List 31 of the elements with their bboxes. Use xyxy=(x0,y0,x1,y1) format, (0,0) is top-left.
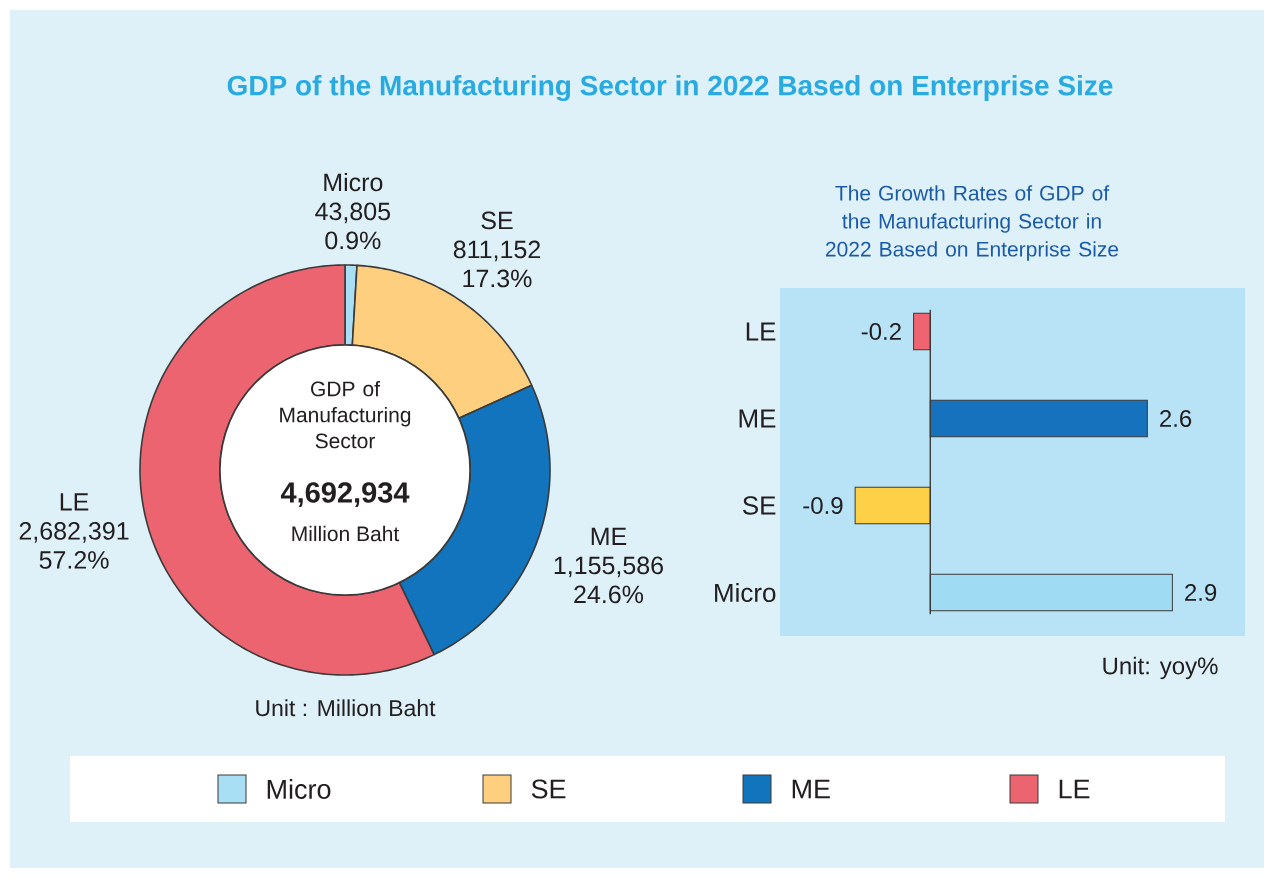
data-label: 811,152 xyxy=(453,240,540,262)
data-label: 1,155,586 xyxy=(554,556,663,578)
text: Million Baht xyxy=(292,525,400,542)
y-tick-label: ME xyxy=(739,409,776,428)
legend-label: LE xyxy=(1059,779,1090,799)
data-label: 2,682,391 xyxy=(19,522,129,543)
data-label: -0.9 xyxy=(803,497,843,514)
chart-title: The Growth Rates of GDP of the Manufacturing Sector in 2022 Based on Enterprise Size xyxy=(825,185,1119,261)
text: 57.2% xyxy=(39,551,109,569)
data-label: 2.9 xyxy=(1185,584,1217,601)
data-label: 43,805 xyxy=(315,202,391,224)
legend-label: Micro xyxy=(267,779,331,799)
y-tick-label: SE xyxy=(742,496,776,515)
y-tick-label: Micro xyxy=(715,582,776,603)
text: GDP of Manufacturing Sector xyxy=(280,380,411,449)
legend-label: SE xyxy=(531,779,566,799)
slice-label: LE xyxy=(60,493,89,511)
text: 0.9% xyxy=(325,231,381,250)
slice-label: ME xyxy=(591,527,627,545)
slice-label: Micro xyxy=(324,172,383,192)
data-label: 2.6 xyxy=(1160,410,1192,427)
text: 24.6% xyxy=(574,585,644,604)
data-label: -0.2 xyxy=(861,323,901,340)
text: 17.3% xyxy=(463,269,532,288)
legend-label: ME xyxy=(792,779,830,799)
text: Unit : Million Baht xyxy=(256,699,436,717)
text: 4,692,934 xyxy=(280,482,410,507)
y-tick-label: LE xyxy=(746,322,776,341)
text: Unit: yoy% xyxy=(1103,656,1218,680)
slice-label: SE xyxy=(481,211,513,230)
chart-title: GDP of the Manufacturing Sector in 2022 Based on Enterprise Size xyxy=(227,74,1113,102)
